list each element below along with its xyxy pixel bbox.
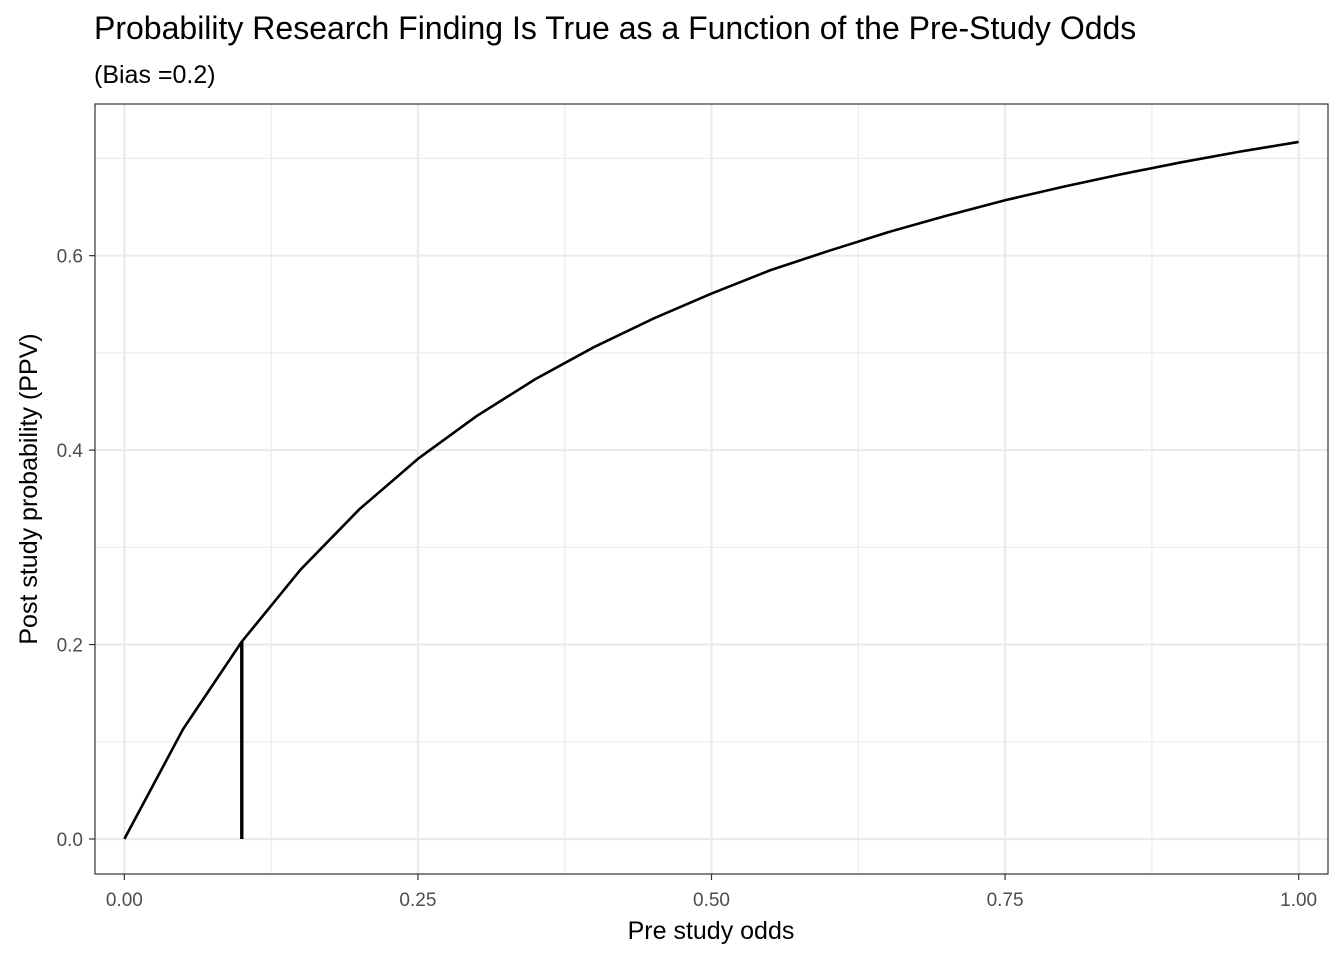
x-axis: 0.00 0.25 0.50 0.75 1.00 <box>106 874 1317 911</box>
y-tick-label: 0.2 <box>57 636 83 657</box>
y-axis-title: Post study probability (PPV) <box>15 333 43 644</box>
x-tick-label: 0.00 <box>106 890 143 911</box>
chart-subtitle: (Bias =0.2) <box>94 61 216 89</box>
y-tick-label: 0.6 <box>57 247 83 268</box>
y-axis: 0.0 0.2 0.4 0.6 <box>57 247 95 851</box>
x-tick-label: 0.25 <box>399 890 436 911</box>
x-axis-title: Pre study odds <box>628 917 795 945</box>
x-tick-label: 0.75 <box>987 890 1024 911</box>
y-tick-label: 0.4 <box>57 441 84 462</box>
chart-title: Probability Research Finding Is True as … <box>94 10 1136 46</box>
ppv-curve <box>123 140 1299 840</box>
y-tick-label: 0.0 <box>57 830 83 851</box>
grid-major <box>95 104 1328 874</box>
x-tick-label: 0.50 <box>693 890 730 911</box>
x-tick-label: 1.00 <box>1280 890 1317 911</box>
plot-layer <box>123 140 1299 840</box>
